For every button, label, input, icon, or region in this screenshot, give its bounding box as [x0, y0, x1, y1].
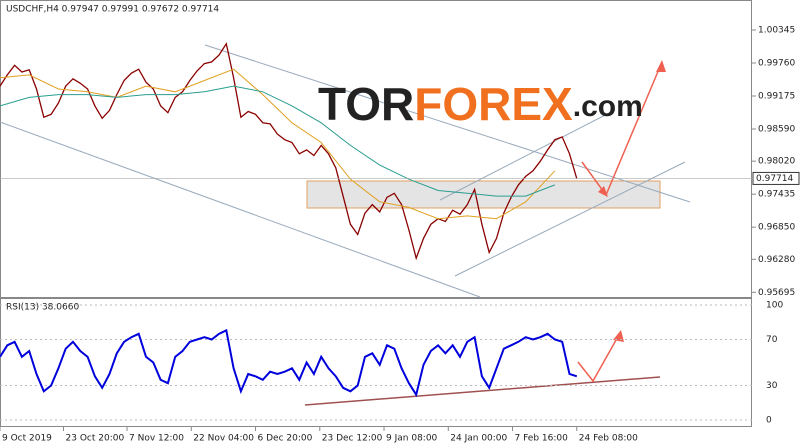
rsi-tick-label: 70	[766, 335, 778, 345]
rsi-trendline	[304, 376, 661, 406]
x-tick-label: 9 Jan 08:00	[386, 434, 438, 444]
x-tick-label: 7 Feb 16:00	[515, 434, 569, 444]
arrow-head	[613, 330, 624, 342]
x-tick-label: 24 Jan 00:00	[450, 434, 507, 444]
rsi-tick-label: 0	[766, 416, 772, 426]
rsi-arrow	[577, 332, 621, 383]
watermark: TORFOREX.com	[318, 78, 643, 130]
arrow-head	[598, 186, 608, 197]
moving-average	[0, 68, 556, 220]
y-tick-label: 0.96850	[758, 223, 795, 233]
price-panel	[0, 0, 752, 298]
moving-average	[0, 85, 556, 197]
x-tick-label: 23 Oct 20:00	[66, 434, 125, 444]
y-tick-label: 1.00345	[758, 26, 795, 36]
rsi-title: RSI(13) 38.0660	[6, 303, 79, 313]
x-tick-label: 22 Nov 04:00	[193, 434, 254, 444]
rsi-panel	[0, 298, 752, 427]
y-tick-label: 0.95695	[758, 288, 795, 298]
x-tick-label: 6 Dec 20:00	[258, 434, 313, 444]
x-tick-label: 7 Nov 12:00	[129, 434, 184, 444]
watermark-part: FOREX	[414, 78, 573, 130]
rsi-tick-label: 100	[766, 301, 783, 311]
drawings	[0, 44, 691, 406]
x-tick-label: 24 Feb 08:00	[579, 434, 638, 444]
last-price-box	[752, 171, 800, 185]
channel-line	[454, 161, 686, 277]
watermark-part: TOR	[318, 78, 414, 130]
last-price-label: 0.97714	[756, 174, 793, 184]
x-tick-label: 23 Dec 12:00	[322, 434, 383, 444]
arrow-head	[656, 60, 666, 72]
channel-line	[439, 109, 616, 201]
watermark-part: .com	[573, 90, 643, 123]
x-tick-label: 9 Oct 2019	[2, 434, 52, 444]
forecast-arrow	[581, 61, 663, 197]
price-line	[0, 42, 578, 261]
y-tick-label: 0.96280	[758, 255, 795, 265]
rsi-line	[0, 328, 578, 398]
y-tick-label: 0.99760	[758, 59, 795, 69]
chart-title: USDCHF,H4 0.97947 0.97991 0.97672 0.9771…	[6, 5, 219, 15]
y-tick-label: 0.99175	[758, 92, 795, 102]
y-tick-label: 0.98590	[758, 125, 795, 135]
channel-line	[0, 121, 481, 298]
channel-line	[204, 44, 691, 203]
rsi-tick-label: 30	[766, 381, 778, 391]
y-tick-label: 0.98020	[758, 157, 795, 167]
y-tick-label: 0.97435	[758, 190, 795, 200]
